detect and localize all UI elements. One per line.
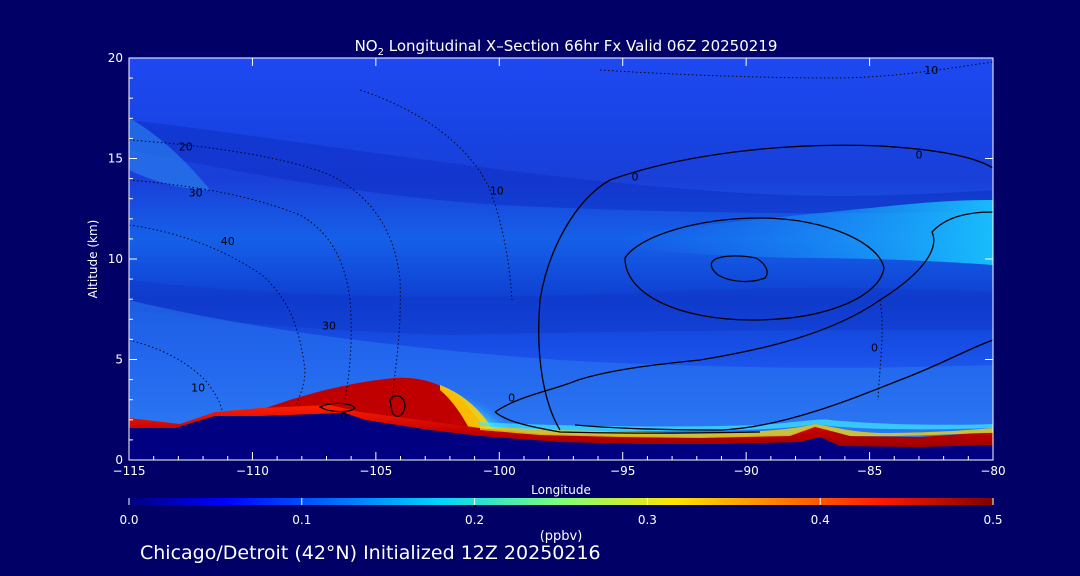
colorbar-tick-label: 0.4 [811, 513, 830, 527]
contour-dotted-lines [129, 61, 993, 411]
axis-ticks: −115 −110 −105 −100 −95 −90 −85 −80 0 5 10 15 20 [108, 51, 1006, 478]
chart-title: NO2 Longitudinal X–Section 66hr Fx Valid… [355, 37, 778, 58]
colorbar-tick-label: 0.0 [119, 513, 138, 527]
contour-ring-inner [710, 255, 768, 283]
contour-label: 20 [179, 140, 193, 153]
x-tick-label: −95 [610, 464, 635, 478]
colorbar-tick-label: 0.1 [292, 513, 311, 527]
x-tick-label: −105 [359, 464, 392, 478]
contour-base [494, 411, 761, 434]
y-tick-label: 10 [108, 252, 123, 266]
terrain [129, 413, 993, 460]
field-band-upper [129, 120, 993, 214]
surface-fringe [480, 424, 993, 438]
colorbar-tick-label: 0.2 [465, 513, 484, 527]
contour-label: 30 [322, 319, 336, 332]
x-tick-label: −110 [236, 464, 269, 478]
field-band-mid [129, 280, 993, 335]
contour-label: 30 [189, 187, 203, 200]
surface-cyan-fringe [478, 419, 993, 432]
contour-zero-main [538, 144, 993, 431]
dotted-contour-1 [129, 139, 401, 401]
contour-plume-b [389, 395, 406, 417]
contour-label: 0 [340, 410, 347, 423]
y-tick-label: 0 [115, 453, 123, 467]
colorbar-tick-label: 0.5 [983, 513, 1002, 527]
contour-label: 10 [191, 382, 205, 395]
footer-caption: Chicago/Detroit (42°N) Initialized 12Z 2… [140, 542, 601, 564]
x-tick-label: −80 [980, 464, 1005, 478]
dotted-contour-3 [129, 224, 306, 406]
contour-label: 10 [490, 185, 504, 198]
dotted-contour-4 [129, 339, 223, 411]
plot-area: 20 30 40 30 10 0 10 0 0 0 0 10 [129, 58, 993, 460]
dotted-contour-6 [599, 61, 993, 79]
colorbar-tick-label: 0.3 [638, 513, 657, 527]
field-left-upper [129, 118, 210, 190]
title-rest: Longitudinal X–Section 66hr Fx Valid 06Z… [384, 37, 777, 55]
contour-lines [318, 144, 993, 434]
colorbar [129, 498, 993, 505]
contour-plume-a [318, 402, 356, 413]
y-tick-label: 15 [108, 152, 123, 166]
x-tick-label: −115 [113, 464, 146, 478]
y-tick-label: 20 [108, 51, 123, 65]
x-tick-label: −100 [483, 464, 516, 478]
pollution-plume-edge [440, 385, 492, 430]
x-tick-label: −85 [857, 464, 882, 478]
title-subscript: 2 [378, 47, 384, 58]
colorbar-unit-label: (ppbv) [540, 529, 583, 544]
y-axis-label: Altitude (km) [86, 220, 100, 299]
x-tick-label: −90 [733, 464, 758, 478]
contour-ring-outer [624, 217, 885, 321]
title-prefix: NO [355, 37, 378, 55]
contour-label: 10 [924, 64, 938, 77]
contour-label: 0 [871, 341, 878, 354]
colorbar-ticks: 0.0 0.1 0.2 0.3 0.4 0.5 [119, 498, 1003, 527]
contour-label: 0 [632, 171, 639, 184]
contour-label: 0 [508, 392, 515, 405]
field-cyan-tongue [620, 200, 993, 265]
contour-label: 40 [221, 235, 235, 248]
contour-labels: 20 30 40 30 10 0 10 0 0 0 0 10 [179, 64, 939, 423]
contour-right [574, 339, 993, 431]
x-axis-label: Longitude [531, 483, 591, 497]
contour-zero-lower [494, 211, 993, 413]
y-tick-label: 5 [115, 353, 123, 367]
contour-label: 0 [915, 148, 922, 161]
